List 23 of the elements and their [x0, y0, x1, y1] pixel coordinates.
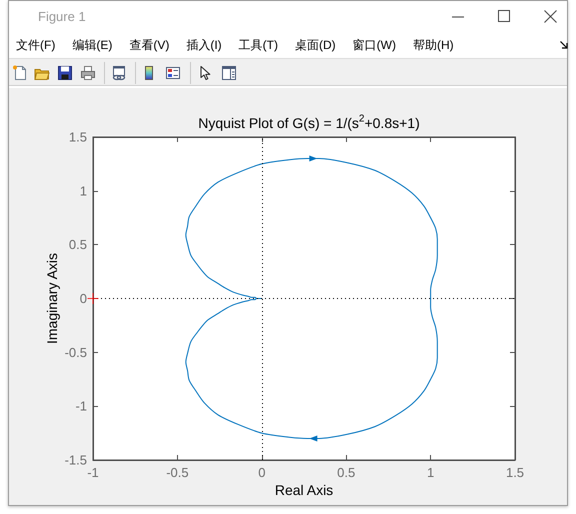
- text: 工具(T): [238, 36, 278, 54]
- y-tick-label: 1.5: [68, 130, 87, 144]
- x-tick-label: 0.5: [337, 465, 356, 480]
- text: 查看(V): [129, 36, 170, 54]
- y-tick-label: -0.5: [64, 344, 87, 360]
- y-axis-title: Imaginary Axis: [44, 252, 60, 344]
- text: 帮助(H): [412, 36, 454, 54]
- y-tick-label: 1: [80, 183, 87, 198]
- text: 插入(I): [186, 36, 222, 54]
- x-tick-label: -0.5: [166, 465, 189, 480]
- y-tick-label: -1: [75, 398, 87, 414]
- x-tick-label: 1.5: [506, 465, 524, 480]
- text: 桌面(D): [294, 36, 336, 54]
- y-tick-label: -1.5: [64, 452, 87, 468]
- caption: Figure 1: [38, 9, 86, 24]
- x-tick-label: 0: [258, 465, 266, 480]
- x-axis-title: Real Axis: [274, 482, 334, 498]
- y-tick-label: 0.5: [68, 237, 87, 252]
- text: 窗口(W): [352, 36, 396, 54]
- text: 编辑(E): [72, 36, 112, 54]
- text: 文件(F): [16, 36, 56, 54]
- y-tick-label: 0: [80, 291, 87, 306]
- x-tick-label: 1: [426, 465, 434, 480]
